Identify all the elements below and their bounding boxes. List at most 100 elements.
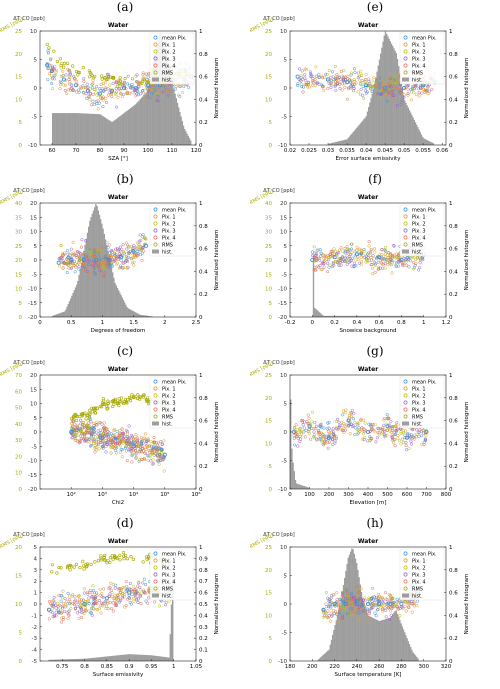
- hist-bar: [101, 656, 103, 661]
- legend-marker: [403, 56, 408, 61]
- rms-tick-label: 25: [265, 545, 272, 551]
- data-point: [61, 589, 65, 593]
- data-point: [88, 588, 92, 592]
- data-point: [414, 261, 418, 265]
- hist-bar: [72, 292, 74, 317]
- hist-bar: [64, 659, 66, 661]
- data-point: [50, 64, 54, 68]
- x-axis-label: Degrees of freedom: [91, 328, 146, 334]
- data-point: [327, 82, 331, 86]
- data-point: [385, 598, 389, 602]
- hist-bar: [150, 74, 152, 145]
- hist-bar: [90, 217, 92, 317]
- data-point: [119, 587, 123, 591]
- rms-tick-label: 20: [265, 52, 272, 58]
- hist-bar: [292, 462, 294, 489]
- data-point: [65, 604, 69, 608]
- data-point: [109, 451, 113, 455]
- legend-entry: Pix. 2: [412, 394, 426, 400]
- hist-tick-label: 0.1: [199, 648, 208, 654]
- data-point: [301, 418, 305, 422]
- hist-bar: [375, 619, 377, 661]
- hist-bar: [122, 299, 125, 317]
- mean-point: [133, 86, 138, 91]
- y-tick-label: 20: [30, 201, 37, 207]
- legend-swatch: [152, 421, 159, 426]
- data-point: [345, 254, 349, 258]
- data-point: [100, 274, 104, 278]
- data-point: [91, 584, 95, 588]
- data-point: [430, 87, 434, 92]
- x-tick-label: 1: [422, 320, 426, 326]
- data-point: [329, 606, 333, 610]
- hist-bar: [348, 136, 351, 145]
- hist-bar: [64, 113, 66, 145]
- data-point: [174, 85, 178, 89]
- delta-tco-label: ΔT_CO [ppb]: [13, 360, 44, 366]
- data-point: [338, 82, 342, 86]
- hist-bar: [78, 274, 80, 317]
- data-point: [356, 90, 360, 94]
- hist-bar: [100, 219, 102, 317]
- data-point: [369, 424, 373, 428]
- data-point: [58, 86, 62, 91]
- data-point: [357, 426, 361, 430]
- data-point: [136, 597, 141, 601]
- data-point: [75, 255, 79, 259]
- mean-point: [86, 88, 91, 93]
- data-point: [77, 616, 81, 620]
- data-point: [347, 78, 351, 82]
- data-point: [89, 426, 94, 430]
- data-point: [85, 439, 89, 443]
- hist-bar: [381, 620, 383, 661]
- data-point: [113, 441, 117, 445]
- y-tick-label: 0: [34, 258, 38, 264]
- data-point: [79, 85, 83, 89]
- hist-bar: [73, 290, 75, 317]
- data-point: [95, 440, 99, 444]
- rms-tick-label: 30: [15, 230, 22, 236]
- rms-point: [85, 562, 90, 566]
- data-point: [364, 72, 368, 76]
- hist-bar: [418, 315, 420, 317]
- data-point: [111, 601, 115, 605]
- data-point: [373, 263, 377, 267]
- rms-point: [88, 408, 92, 412]
- data-point: [67, 613, 71, 617]
- hist-bar: [384, 315, 387, 317]
- data-point: [340, 594, 344, 598]
- hist-bar: [412, 117, 414, 145]
- data-point: [121, 439, 125, 443]
- data-point: [107, 586, 111, 590]
- data-point: [328, 604, 332, 608]
- data-point: [326, 87, 330, 91]
- data-point: [66, 617, 70, 621]
- hist-tick-label: 1: [449, 29, 453, 35]
- data-point: [296, 83, 300, 88]
- x-tick-label: 10³: [98, 491, 107, 498]
- rms-point: [152, 85, 156, 89]
- data-point: [109, 249, 113, 253]
- y-tick-label: 5: [284, 58, 288, 64]
- data-point: [370, 79, 374, 83]
- data-point: [141, 91, 145, 95]
- data-point: [50, 77, 54, 81]
- hist-bar: [136, 312, 138, 317]
- legend-marker: [403, 35, 408, 40]
- data-point: [65, 600, 69, 604]
- hist-tick-label: 0.8: [199, 224, 208, 230]
- rms-point: [99, 405, 104, 409]
- mean-point: [366, 602, 371, 607]
- rms-point: [59, 566, 63, 570]
- data-point: [52, 67, 56, 71]
- hist-bar: [114, 283, 116, 317]
- legend-entry: Pix. 2: [412, 222, 426, 228]
- data-point: [335, 260, 339, 264]
- data-point: [339, 258, 343, 262]
- data-point: [358, 78, 362, 82]
- x-tick-label: 220: [329, 664, 340, 670]
- data-point: [384, 92, 388, 96]
- data-point: [140, 591, 144, 595]
- rms-point: [81, 564, 86, 568]
- data-point: [357, 261, 362, 265]
